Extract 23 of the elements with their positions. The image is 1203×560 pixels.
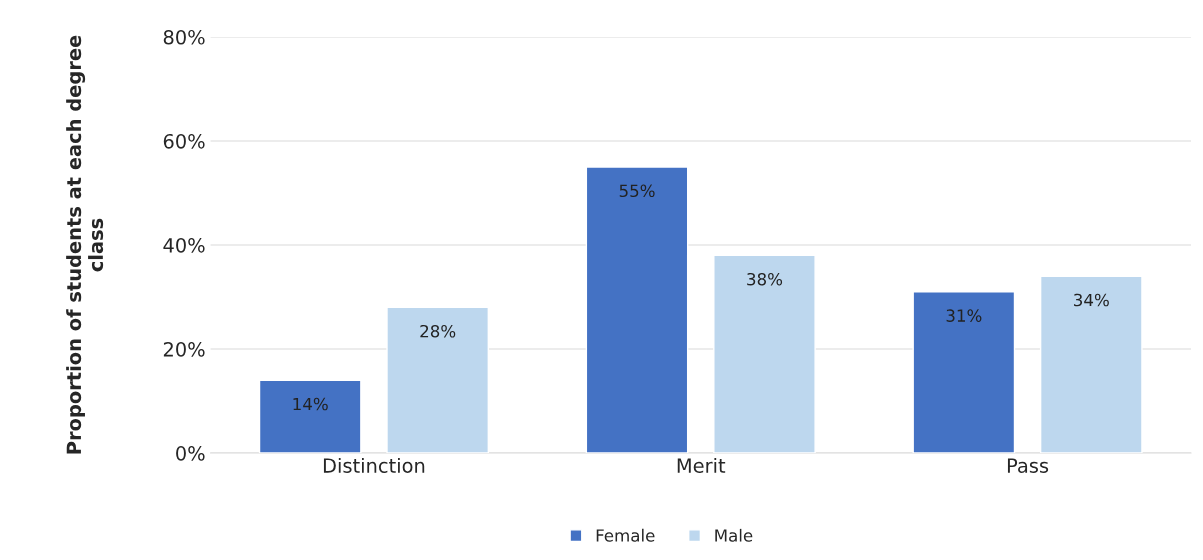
bar <box>585 166 689 454</box>
legend-label: Female <box>596 528 655 542</box>
legend-label: Male <box>715 528 753 542</box>
y-tick-label: 80% <box>163 29 205 45</box>
bar <box>258 379 362 454</box>
data-label: 34% <box>1074 293 1109 307</box>
bar <box>386 306 490 454</box>
y-tick-label: 0% <box>176 446 205 461</box>
data-label: 28% <box>420 324 456 338</box>
bar <box>912 291 1016 454</box>
x-tick-label: Merit <box>677 457 726 473</box>
bar <box>1039 275 1143 454</box>
data-label: 31% <box>946 309 982 322</box>
x-tick-label: Distinction <box>323 457 425 473</box>
data-label: 55% <box>619 184 655 198</box>
x-tick-label: Pass <box>1007 458 1049 473</box>
data-label: 38% <box>747 272 783 286</box>
y-tick-label: 60% <box>163 133 205 149</box>
y-tick-label: 40% <box>163 237 205 253</box>
bar <box>713 254 816 454</box>
data-label: 14% <box>293 397 328 411</box>
y-axis-title: Proportion of students at each degree class <box>66 35 104 454</box>
y-tick-label: 20% <box>163 341 205 357</box>
